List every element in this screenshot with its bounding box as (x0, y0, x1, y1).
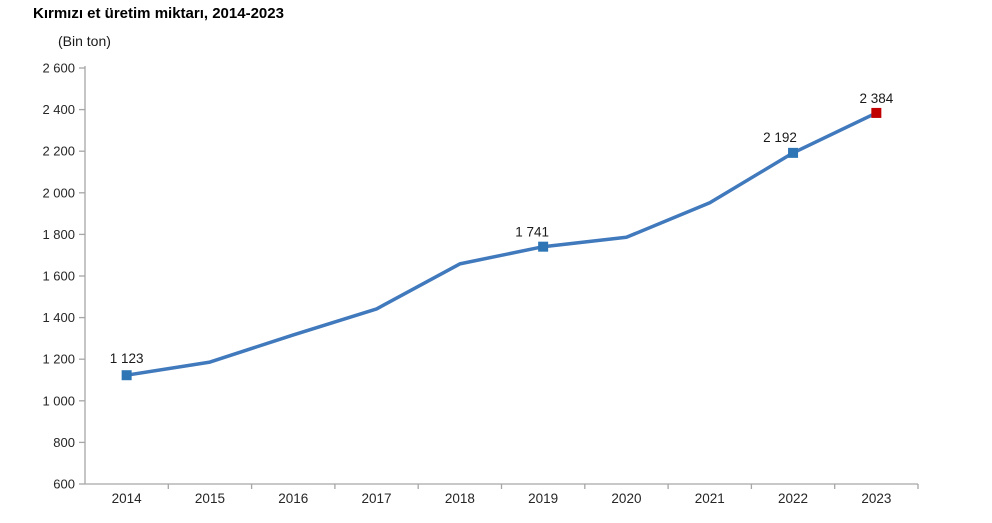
data-point-label: 1 741 (515, 225, 549, 240)
y-axis-tick-label: 2 400 (42, 102, 75, 117)
y-axis-tick-label: 2 200 (42, 144, 75, 159)
x-axis-tick-label: 2017 (362, 491, 392, 506)
x-axis-tick-label: 2014 (112, 491, 143, 506)
x-axis-tick-label: 2015 (195, 491, 225, 506)
x-axis-tick-label: 2016 (278, 491, 308, 506)
y-axis-tick-label: 1 800 (42, 227, 75, 242)
chart-title: Kırmızı et üretim miktarı, 2014-2023 (33, 5, 284, 22)
y-axis-tick-label: 1 200 (42, 352, 75, 367)
y-axis-tick-label: 2 000 (42, 185, 75, 200)
x-axis-tick-label: 2020 (611, 491, 641, 506)
data-point-marker (538, 241, 549, 252)
x-axis-tick-label: 2021 (695, 491, 725, 506)
data-point-marker (121, 370, 132, 381)
y-axis-tick-label: 800 (53, 435, 75, 450)
data-point-marker (788, 147, 799, 158)
y-axis-tick-label: 1 400 (42, 310, 75, 325)
x-axis-tick-label: 2018 (445, 491, 475, 506)
data-point-label: 1 123 (110, 351, 144, 366)
series-line (124, 111, 879, 377)
data-point-label: 2 384 (859, 91, 893, 106)
x-axis-tick-label: 2022 (778, 491, 808, 506)
data-point-marker (871, 107, 882, 118)
y-axis-tick-label: 1 000 (42, 393, 75, 408)
y-axis-tick-label: 1 600 (42, 269, 75, 284)
y-axis-tick-label: 2 600 (42, 61, 75, 76)
x-axis-tick-label: 2023 (861, 491, 891, 506)
chart-unit-label: (Bin ton) (58, 33, 111, 49)
y-axis-tick-label: 600 (53, 477, 75, 492)
data-point-label: 2 192 (763, 130, 797, 145)
x-axis-tick-label: 2019 (528, 491, 558, 506)
